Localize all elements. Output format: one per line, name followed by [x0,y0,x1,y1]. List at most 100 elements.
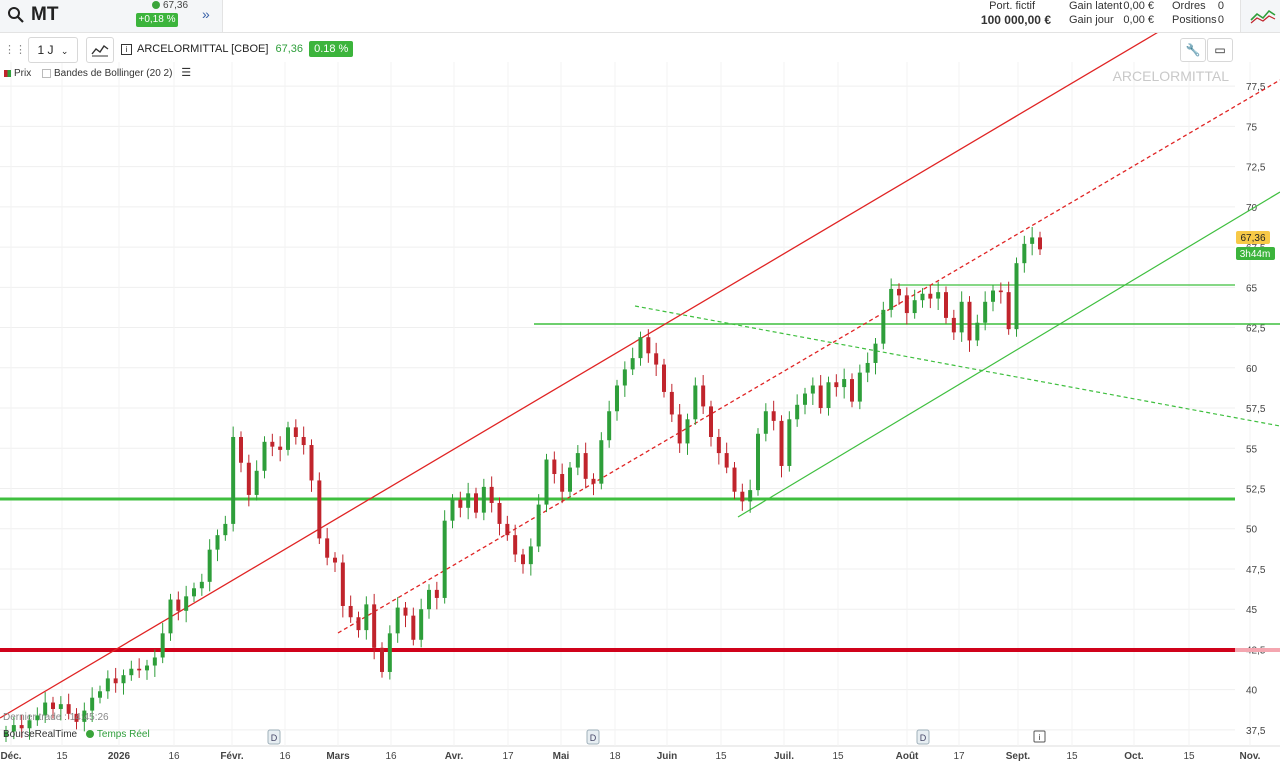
time-tag-bg [1236,247,1275,260]
candle-down [19,725,24,729]
candle-down [724,453,729,468]
candle-up [254,470,259,495]
candle-up [536,504,541,547]
candle-down [411,615,416,640]
candle-up [364,604,369,631]
top-bar: MT 67,36 +0,18 % » Port. fictif 100 000,… [0,0,1280,33]
price-tag: 67,36 [1240,233,1265,244]
symbol: MT [31,4,59,25]
svg-text:D: D [271,733,278,743]
indicators-button[interactable] [86,37,114,63]
candle-down [317,480,322,539]
candle-up [1030,237,1035,244]
y-tick-label: 52,5 [1246,484,1266,495]
watermark: ARCELORMITTAL [1113,68,1230,84]
list-icon[interactable]: ☰ [181,67,192,79]
expand-icon[interactable]: » [202,6,210,22]
data-source-name: BourseRealTime [3,729,78,740]
candle-down [497,502,502,524]
y-tick-label: 62,5 [1246,324,1266,335]
y-tick-label: 45 [1246,605,1258,616]
candle-up [262,441,267,471]
candle-up [43,702,48,716]
x-tick-label: 17 [502,751,514,762]
candle-up [231,436,236,524]
candle-up [936,292,941,299]
candle-up [199,581,204,589]
candle-up [160,633,165,658]
candle-down [51,702,55,709]
candle-down [709,406,713,437]
mini-price-value: 67,36 [163,0,189,11]
portfolio-value: 100 000,00 € [980,13,1051,27]
symbol-box[interactable]: MT 67,36 +0,18 % » [0,0,223,32]
line-chart-icon [1250,9,1276,24]
x-tick-label: 16 [385,751,397,762]
interval-select[interactable]: 1 J ⌄ [28,37,78,63]
status-dot [152,1,160,10]
chevron-down-icon: ⌄ [60,46,69,56]
candle-up [685,419,690,444]
x-tick-label: 15 [832,751,844,762]
candle-up [575,453,580,468]
candle-up [35,715,40,721]
x-tick-label: 18 [609,751,621,762]
chart-type-button[interactable] [1240,0,1280,32]
y-tick-label: 47,5 [1246,565,1266,576]
candle-down [474,493,478,513]
candle-down [380,647,384,672]
dividend-markers[interactable]: D D D i [267,729,1046,745]
candle-down [850,379,854,402]
x-tick-label: 2026 [108,751,131,762]
candle-up [82,710,87,722]
candle-down [904,295,909,314]
gain-jour-value: 0,00 € [1123,14,1154,26]
candle-down [897,288,901,296]
search-icon[interactable] [7,6,25,24]
x-tick-label: Mars [326,751,350,762]
settings-wrench-icon[interactable]: 🔧 [1180,38,1206,62]
candle-down [325,538,330,558]
x-tick-label: 16 [279,751,291,762]
candle-down [301,436,306,446]
positions-value: 0 [1217,14,1224,26]
mid-channel-line [337,79,1280,634]
candle-down [944,292,948,318]
legend-price[interactable]: Prix [4,68,31,79]
candle-down [779,420,784,466]
x-tick-label: Juin [657,751,678,762]
y-tick-label: 77,5 [1246,82,1266,93]
y-tick-label: 65 [1246,283,1258,294]
candle-up [959,301,964,333]
candle-down [818,385,823,409]
candle-up [795,404,800,420]
candle-up [58,704,63,709]
descending-trendline [634,305,1280,427]
last-trade: Dernier trade : 14:45:26 [3,712,109,723]
legend-bollinger[interactable]: Bandes de Bollinger (20 2) [42,68,172,79]
change-badge: +0,18 % [136,13,178,27]
x-tick-label: Févr. [220,751,244,762]
y-tick-label: 60 [1246,364,1258,375]
time-tag: 3h44m [1240,249,1271,260]
x-tick-label: Déc. [0,751,21,762]
lower-channel-line [737,191,1280,518]
candle-up [145,665,149,671]
y-tick-label: 72,5 [1246,163,1266,174]
candle-up [152,657,157,666]
candle-down [834,382,839,388]
candle-up [129,668,134,676]
candle-down [176,599,181,611]
x-tick-label: 15 [715,751,727,762]
x-tick-label: 15 [56,751,68,762]
candle-down [489,486,494,503]
y-tick-label: 37,5 [1246,726,1266,737]
candle-down [74,713,79,722]
candle-down [928,293,933,299]
drag-handle-icon[interactable]: ⋮⋮ [4,38,26,62]
window-icon[interactable]: ▭ [1207,38,1233,62]
info-icon[interactable]: i [121,43,132,55]
indicator-icon [91,44,109,57]
candle-down [348,605,353,618]
